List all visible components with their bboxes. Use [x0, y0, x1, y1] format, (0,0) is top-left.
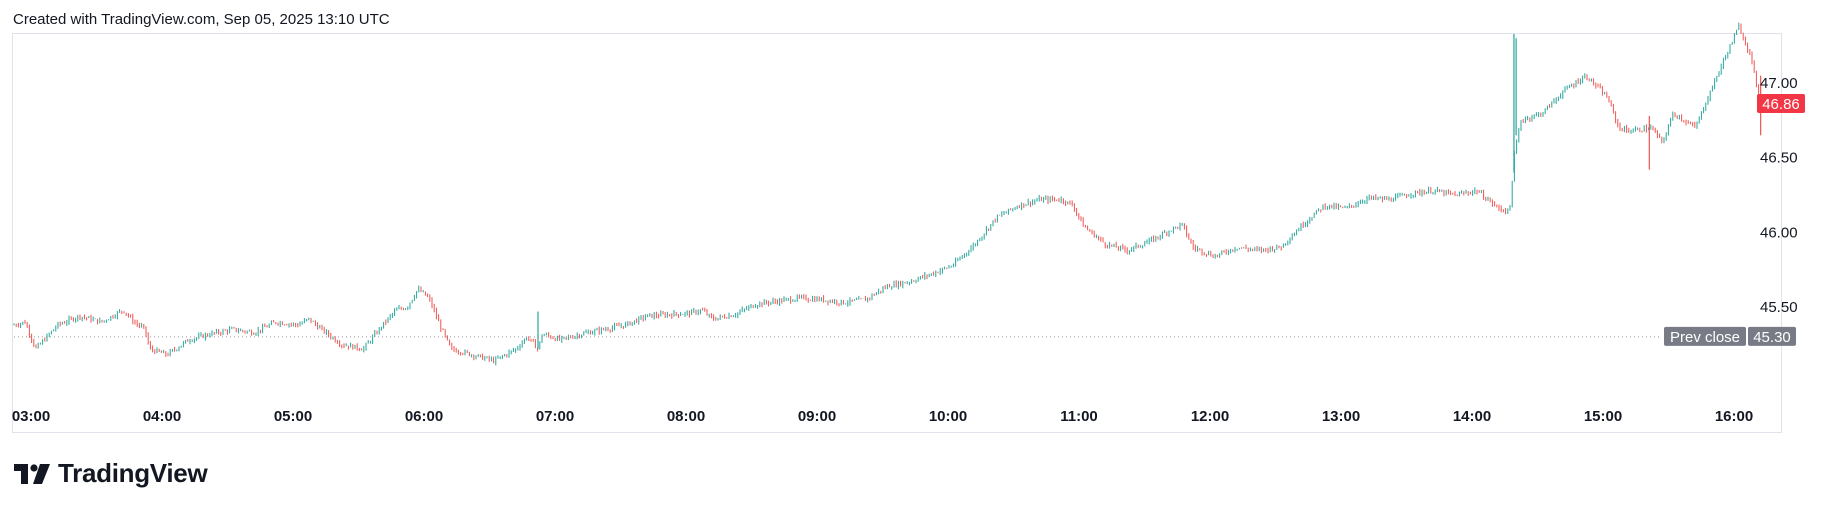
y-tick-label: 45.50	[1760, 299, 1798, 316]
x-axis: 03:00 04:00 05:00 06:00 07:00 08:00 09:00 10:00…	[12, 408, 1753, 425]
prev-close-tag: Prev close 45.30	[1664, 326, 1796, 346]
x-tick-label: 16:00	[1715, 408, 1753, 425]
tradingview-logo[interactable]: TradingView	[14, 458, 208, 489]
tradingview-wordmark: TradingView	[58, 458, 208, 488]
prev-close-label-bg	[1664, 326, 1746, 346]
x-tick-label: 13:00	[1322, 408, 1360, 425]
x-tick-label: 03:00	[12, 408, 50, 425]
y-tick-label: 47.00	[1760, 75, 1798, 92]
chart-frame	[12, 33, 1782, 433]
x-tick-label: 11:00	[1060, 408, 1098, 425]
x-tick-label: 07:00	[536, 408, 574, 425]
last-price-tag: 46.86	[1757, 94, 1805, 113]
tradingview-logo-icon	[14, 463, 50, 484]
x-tick-label: 04:00	[143, 408, 181, 425]
chart-header: Created with TradingView.com, Sep 05, 20…	[13, 11, 390, 28]
x-tick-label: 09:00	[798, 408, 836, 425]
y-axis: 45.50 46.00 46.50 47.00	[1760, 75, 1798, 316]
prev-close-value: 45.30	[1753, 329, 1791, 346]
last-price-value: 46.86	[1762, 96, 1800, 113]
x-tick-label: 05:00	[274, 408, 312, 425]
candles-layer	[13, 22, 1762, 366]
x-tick-label: 06:00	[405, 408, 443, 425]
last-price-tag-bg	[1757, 94, 1805, 113]
x-tick-label: 14:00	[1453, 408, 1491, 425]
prev-close-value-bg	[1748, 326, 1796, 346]
y-tick-label: 46.50	[1760, 150, 1798, 167]
x-tick-label: 08:00	[667, 408, 705, 425]
x-tick-label: 10:00	[929, 408, 967, 425]
x-tick-label: 12:00	[1191, 408, 1229, 425]
prev-close-label: Prev close	[1670, 329, 1740, 346]
x-tick-label: 15:00	[1584, 408, 1622, 425]
y-tick-label: 46.00	[1760, 224, 1798, 241]
